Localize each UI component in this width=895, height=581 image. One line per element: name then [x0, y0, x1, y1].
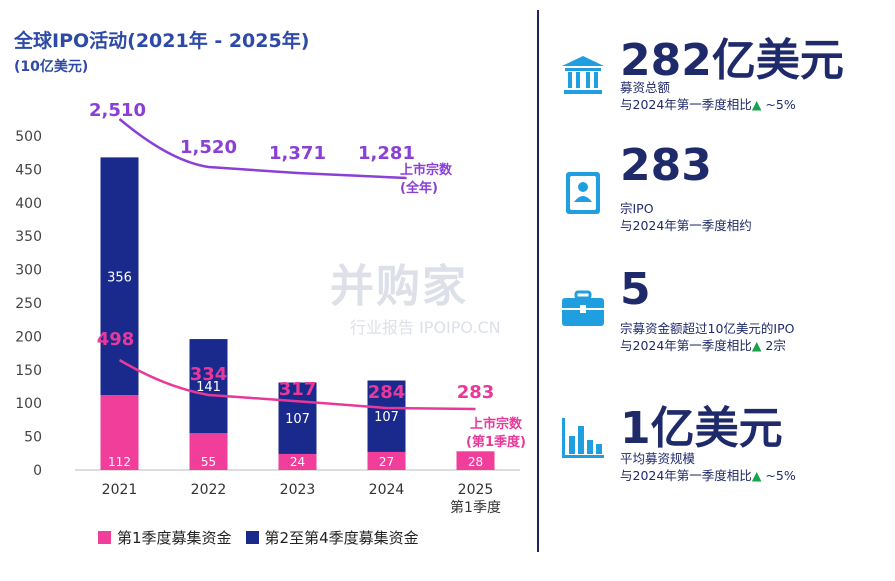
line-annual-legend-label: 上市宗数	[400, 162, 453, 178]
y-tick-label: 250	[15, 296, 42, 312]
bar-label-q24-2021: 356	[107, 270, 132, 285]
stat-comparison-value: ~5%	[761, 97, 796, 112]
bar-q1-2021	[100, 395, 139, 470]
bank-icon	[562, 56, 604, 94]
stat-ipo-count: 283 宗IPO 与2024年第一季度相约	[560, 140, 890, 240]
y-tick-label: 0	[33, 463, 42, 479]
stat-comparison-text: 与2024年第一季度相约	[620, 218, 752, 233]
x-tick-sublabel: 第1季度	[450, 499, 501, 516]
line-annual-legend-sublabel: (全年)	[400, 180, 438, 196]
line-annual-label: 1,281	[358, 143, 415, 164]
line-q1-legend-label: 上市宗数	[470, 416, 523, 432]
bar-q24-2024	[367, 380, 406, 452]
legend-swatch-q24	[245, 531, 259, 544]
y-tick-label: 200	[15, 329, 42, 345]
stat-label: 宗募资金额超过10亿美元的IPO	[620, 321, 795, 336]
stat-comparison-text: 与2024年第一季度相比	[620, 338, 752, 353]
line-q1-ipo-count	[118, 358, 476, 411]
bar-q1-2022	[189, 433, 228, 470]
stat-comparison: 与2024年第一季度相比▲ ~5%	[620, 467, 796, 484]
line-annual-label: 2,510	[89, 100, 146, 121]
bar-q24-2021	[100, 157, 139, 396]
legend-label-q24: 第2至第4季度募集资金	[264, 529, 419, 547]
bar-label-q1-2025: 28	[468, 455, 483, 469]
stat-comparison: 与2024年第一季度相比▲ 2宗	[620, 337, 786, 354]
bar-label-q24-2022: 141	[196, 380, 221, 395]
line-q1-label: 334	[190, 364, 228, 385]
line-annual-label: 1,371	[269, 143, 326, 164]
ipo-chart: 0 50 100 150 200 250 300 350 400 450 500 356 112 2021…	[15, 100, 526, 516]
line-annual-ipo-count	[118, 118, 407, 180]
stat-total-proceeds: 282亿美元 募资总额 与2024年第一季度相比▲ ~5%	[560, 24, 890, 114]
bar-label-q1-2024: 27	[379, 455, 394, 469]
y-tick-label: 50	[24, 430, 42, 446]
bar-q1-2024	[367, 451, 406, 470]
stat-value: 5	[620, 264, 651, 315]
y-tick-label: 300	[15, 263, 42, 279]
up-arrow-icon: ▲	[751, 468, 762, 483]
legend-item-q1: 第1季度募集资金	[98, 527, 232, 548]
x-tick-label: 2024	[369, 482, 405, 498]
y-tick-label: 350	[15, 229, 42, 245]
legend: 第1季度募集资金 第2至第4季度募集资金	[98, 527, 419, 548]
bar-q1-2023	[278, 453, 317, 470]
stat-value: 282亿美元	[620, 35, 844, 86]
briefcase-icon	[562, 290, 604, 326]
bar-label-q1-2021: 112	[108, 455, 131, 469]
y-tick-label: 400	[15, 196, 42, 212]
line-q1-legend-sublabel: (第1季度)	[466, 434, 526, 450]
bar-label-q1-2022: 55	[201, 455, 216, 469]
up-arrow-icon: ▲	[751, 97, 762, 112]
stat-comparison: 与2024年第一季度相比▲ ~5%	[620, 96, 796, 113]
x-tick-label: 2023	[280, 482, 316, 498]
chart-title: 全球IPO活动(2021年 - 2025年)	[14, 30, 310, 52]
stat-large-ipos: 5 宗募资金额超过10亿美元的IPO 与2024年第一季度相比▲ 2宗	[560, 264, 890, 364]
bar-q24-2022	[189, 339, 228, 434]
line-q1-label: 284	[368, 382, 406, 403]
legend-label-q1: 第1季度募集资金	[117, 529, 232, 547]
stat-comparison-text: 与2024年第一季度相比	[620, 97, 752, 112]
bar-q1-2025	[456, 451, 495, 470]
bar-chart-icon	[562, 418, 604, 458]
legend-swatch-q1	[98, 531, 111, 544]
line-q1-label: 317	[279, 379, 317, 400]
chart-unit: (10亿美元)	[14, 59, 89, 75]
stat-average-size: 1亿美元 平均募资规模 与2024年第一季度相比▲ ~5%	[560, 392, 890, 492]
stat-comparison-text: 与2024年第一季度相比	[620, 468, 752, 483]
line-annual-label: 1,520	[180, 137, 237, 158]
stat-label: 宗IPO	[620, 201, 654, 216]
legend-item-q24: 第2至第4季度募集资金	[245, 527, 419, 548]
bar-q24-2023	[278, 382, 317, 454]
stat-comparison-value: ~5%	[761, 468, 796, 483]
y-tick-label: 450	[15, 162, 42, 178]
y-tick-label: 100	[15, 396, 42, 412]
x-tick-label: 2021	[102, 482, 138, 498]
line-q1-label: 283	[457, 382, 495, 403]
divider	[537, 10, 539, 552]
stat-comparison: 与2024年第一季度相约	[620, 217, 752, 234]
bar-label-q24-2024: 107	[374, 410, 399, 425]
stat-label: 募资总额	[620, 80, 671, 95]
up-arrow-icon: ▲	[751, 338, 762, 353]
x-tick-label: 2022	[191, 482, 227, 498]
stat-value: 283	[620, 140, 712, 191]
stat-comparison-value: 2宗	[761, 338, 786, 353]
stat-value: 1亿美元	[620, 403, 783, 454]
x-tick-label: 2025	[458, 482, 494, 498]
y-tick-label: 500	[15, 129, 42, 145]
bar-label-q24-2023: 107	[285, 412, 310, 427]
y-tick-label: 150	[15, 363, 42, 379]
bar-label-q1-2023: 24	[290, 455, 305, 469]
id-card-icon	[566, 172, 600, 214]
line-q1-label: 498	[97, 329, 135, 350]
stat-label: 平均募资规模	[620, 451, 696, 466]
